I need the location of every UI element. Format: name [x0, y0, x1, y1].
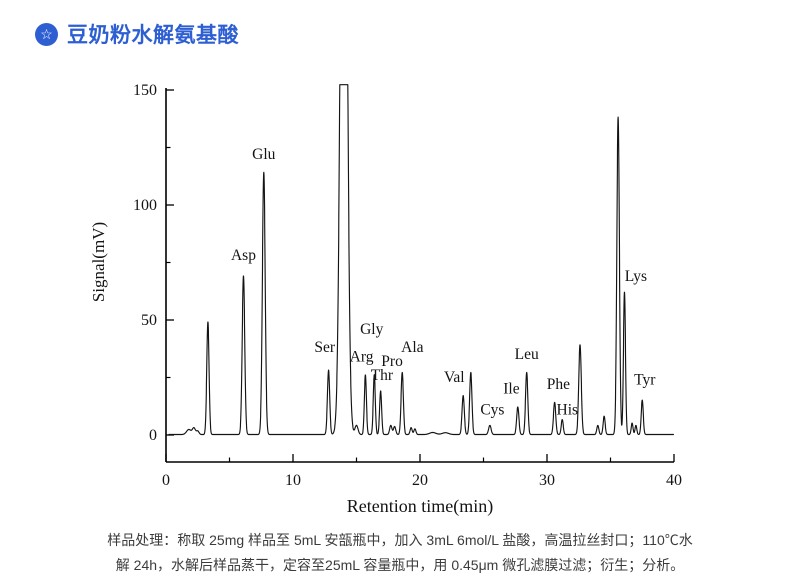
peak-label-His: His — [557, 401, 579, 418]
peak-label-Tyr: Tyr — [634, 371, 656, 388]
peak-label-Lys: Lys — [625, 268, 647, 285]
y-tick-label: 0 — [149, 427, 157, 444]
star-badge-icon: ☆ — [35, 22, 58, 46]
peak-label-Cys: Cys — [480, 401, 504, 418]
caption-line-2: 解 24h，水解后样品蒸干，定容至25mL 容量瓶中，用 0.45μm 微孔滤膜… — [115, 557, 685, 573]
x-tick-label: 40 — [666, 472, 682, 489]
peak-label-Gly: Gly — [360, 321, 384, 338]
x-tick-label: 0 — [162, 472, 170, 489]
page-title: 豆奶粉水解氨基酸 — [67, 24, 239, 47]
peak-label-Ala: Ala — [401, 339, 424, 356]
y-axis-title: Signal(mV) — [89, 222, 108, 302]
chromatogram-curve — [168, 84, 675, 436]
peak-label-Glu: Glu — [252, 146, 276, 163]
sample-prep-caption: 样品处理：称取 25mg 样品至 5mL 安瓿瓶中，加入 3mL 6mol/L … — [40, 528, 760, 578]
peak-label-Asp: Asp — [231, 247, 256, 264]
peak-label-Thr: Thr — [371, 367, 394, 384]
page-header: ☆ 豆奶粉水解氨基酸 — [35, 19, 239, 49]
peak-label-Leu: Leu — [515, 346, 539, 363]
y-tick-label: 150 — [133, 82, 157, 99]
x-axis-title: Retention time(min) — [347, 496, 493, 517]
x-tick-label: 20 — [412, 472, 428, 489]
peak-label-Arg: Arg — [350, 348, 374, 365]
x-tick-label: 30 — [539, 472, 555, 489]
y-tick-label: 50 — [141, 312, 157, 329]
x-tick-label: 10 — [285, 472, 301, 489]
caption-line-1: 样品处理：称取 25mg 样品至 5mL 安瓿瓶中，加入 3mL 6mol/L … — [107, 532, 693, 548]
peak-label-Val: Val — [444, 369, 465, 386]
peak-label-Pro: Pro — [381, 353, 403, 370]
y-tick-label: 100 — [133, 197, 157, 214]
peak-label-Ser: Ser — [314, 339, 336, 356]
peak-label-Phe: Phe — [547, 376, 570, 393]
peak-label-Ile: Ile — [503, 381, 519, 398]
